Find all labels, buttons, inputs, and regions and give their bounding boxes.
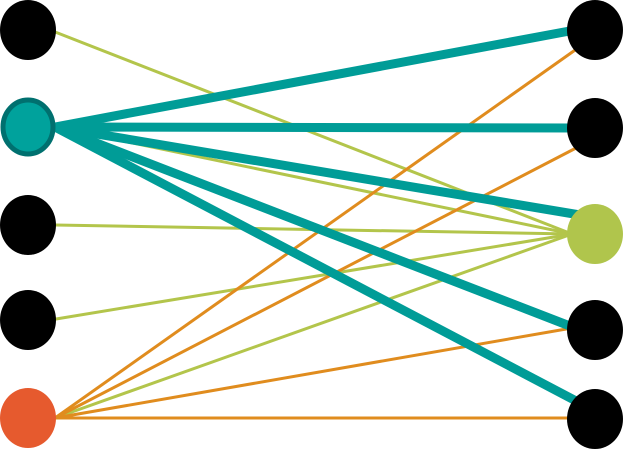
edge	[54, 122, 581, 220]
node	[567, 300, 623, 360]
edge	[54, 232, 573, 420]
node	[567, 389, 623, 449]
node	[567, 204, 623, 264]
node	[0, 388, 56, 448]
node	[0, 290, 56, 350]
node	[567, 98, 623, 158]
node	[567, 0, 623, 60]
left-nodes	[0, 0, 56, 448]
node	[0, 97, 56, 157]
orange-edges	[54, 46, 579, 420]
teal-edges	[52, 25, 581, 406]
edge	[54, 25, 576, 132]
edge	[54, 46, 579, 420]
edge	[54, 145, 579, 420]
node	[0, 0, 56, 60]
edge	[49, 232, 573, 322]
edge	[53, 122, 577, 333]
edge	[54, 122, 576, 133]
node	[0, 195, 56, 255]
edge	[54, 326, 573, 420]
edge	[52, 123, 581, 406]
right-nodes	[567, 0, 623, 449]
